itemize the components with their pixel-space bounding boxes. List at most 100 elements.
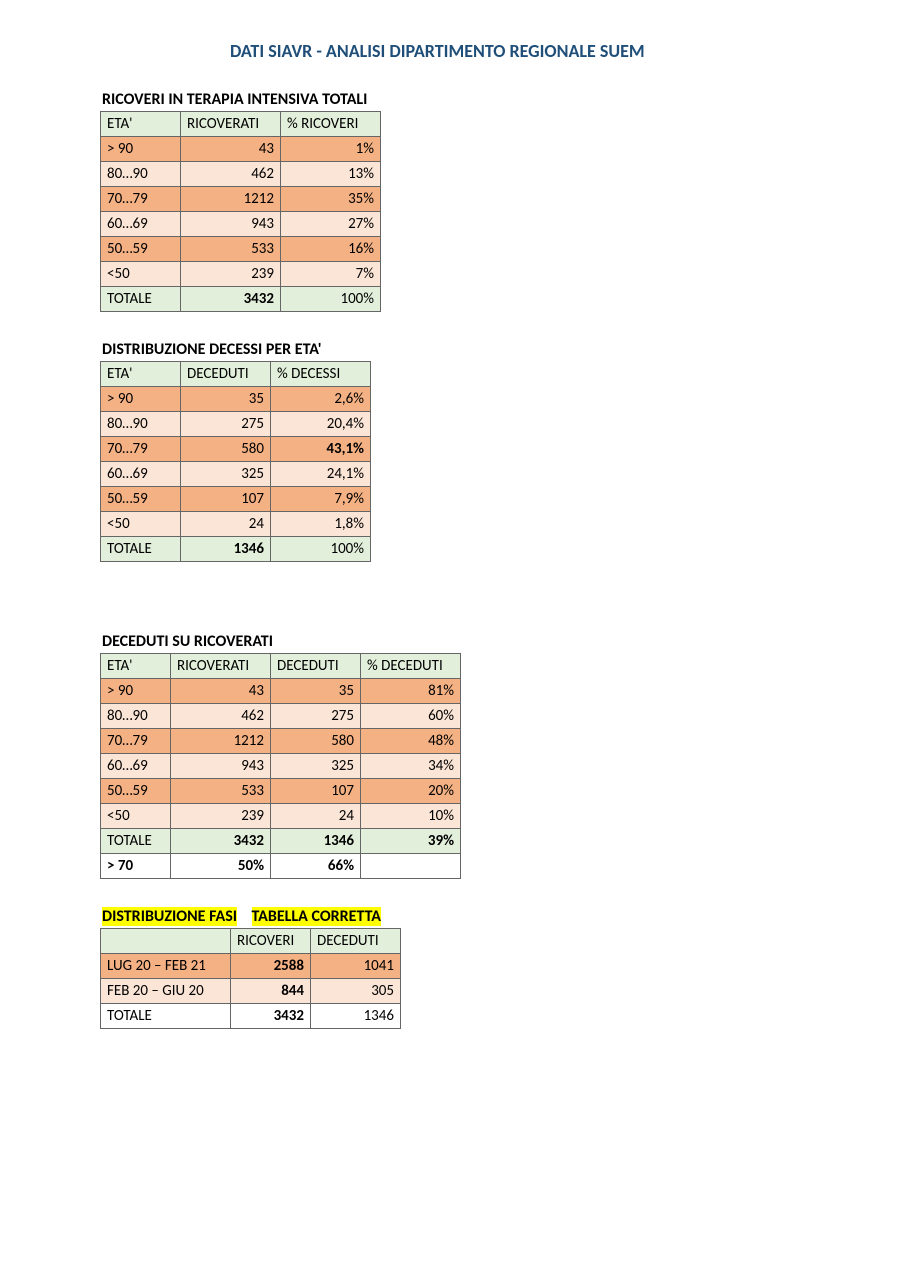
table1-total-cell: 3432 bbox=[181, 287, 281, 312]
table2-cell: 20,4% bbox=[271, 412, 371, 437]
table3-extra-cell bbox=[361, 854, 461, 879]
table3-cell: 24 bbox=[271, 804, 361, 829]
table2-header-cell: % DECESSI bbox=[271, 362, 371, 387]
table3-cell: 943 bbox=[171, 754, 271, 779]
table2-header-cell: DECEDUTI bbox=[181, 362, 271, 387]
table3-cell: 80…90 bbox=[101, 704, 171, 729]
table2-cell: > 90 bbox=[101, 387, 181, 412]
table3-cell: 107 bbox=[271, 779, 361, 804]
table3-cell: 70…79 bbox=[101, 729, 171, 754]
table1-cell: 239 bbox=[181, 262, 281, 287]
table1-cell: 35% bbox=[281, 187, 381, 212]
table1-header-cell: RICOVERATI bbox=[181, 112, 281, 137]
table3-cell: > 90 bbox=[101, 679, 171, 704]
table2-total-cell: 100% bbox=[271, 537, 371, 562]
table1-total-label: TOTALE bbox=[101, 287, 181, 312]
table4-cell: LUG 20 – FEB 21 bbox=[101, 954, 231, 979]
table4-title-part1: DISTRIBUZIONE FASI bbox=[102, 907, 237, 926]
table2-cell: 35 bbox=[181, 387, 271, 412]
table3-title: DECEDUTI SU RICOVERATI bbox=[102, 632, 905, 651]
table3-cell: 60…69 bbox=[101, 754, 171, 779]
table3-cell: 275 bbox=[271, 704, 361, 729]
table3-extra-cell: 66% bbox=[271, 854, 361, 879]
table3-cell: 81% bbox=[361, 679, 461, 704]
table4-cell: 305 bbox=[311, 979, 401, 1004]
table1-cell: 1212 bbox=[181, 187, 281, 212]
table4: RICOVERIDECEDUTILUG 20 – FEB 2125881041F… bbox=[100, 928, 401, 1029]
table1-cell: 60…69 bbox=[101, 212, 181, 237]
table1-cell: 16% bbox=[281, 237, 381, 262]
table2-cell: <50 bbox=[101, 512, 181, 537]
table1-cell: 943 bbox=[181, 212, 281, 237]
table3-extra-cell: 50% bbox=[171, 854, 271, 879]
table1-cell: 1% bbox=[281, 137, 381, 162]
table3-cell: 60% bbox=[361, 704, 461, 729]
table3-total-label: TOTALE bbox=[101, 829, 171, 854]
table3: ETA'RICOVERATIDECEDUTI% DECEDUTI> 904335… bbox=[100, 653, 461, 879]
page-title: DATI SIAVR - ANALISI DIPARTIMENTO REGION… bbox=[230, 40, 905, 62]
table2-cell: 43,1% bbox=[271, 437, 371, 462]
table3-total-cell: 1346 bbox=[271, 829, 361, 854]
table1-cell: 7% bbox=[281, 262, 381, 287]
table2-cell: 24 bbox=[181, 512, 271, 537]
table2-header-cell: ETA' bbox=[101, 362, 181, 387]
table2-total-label: TOTALE bbox=[101, 537, 181, 562]
table2-cell: 24,1% bbox=[271, 462, 371, 487]
table2-cell: 1,8% bbox=[271, 512, 371, 537]
table4-title-gap bbox=[237, 907, 251, 926]
table2-cell: 7,9% bbox=[271, 487, 371, 512]
table1-total-cell: 100% bbox=[281, 287, 381, 312]
table1: ETA'RICOVERATI% RICOVERI> 90431%80…90462… bbox=[100, 111, 381, 312]
table1-cell: <50 bbox=[101, 262, 181, 287]
table2-cell: 60…69 bbox=[101, 462, 181, 487]
table3-cell: 580 bbox=[271, 729, 361, 754]
table3-total-cell: 3432 bbox=[171, 829, 271, 854]
table4-header-cell bbox=[101, 929, 231, 954]
table3-cell: 50…59 bbox=[101, 779, 171, 804]
table1-title: RICOVERI IN TERAPIA INTENSIVA TOTALI bbox=[102, 90, 905, 109]
table1-cell: 462 bbox=[181, 162, 281, 187]
table3-cell: <50 bbox=[101, 804, 171, 829]
table3-extra-label: > 70 bbox=[101, 854, 171, 879]
table4-total-cell: 3432 bbox=[231, 1004, 311, 1029]
table1-cell: 27% bbox=[281, 212, 381, 237]
table1-header-cell: % RICOVERI bbox=[281, 112, 381, 137]
table3-cell: 462 bbox=[171, 704, 271, 729]
table2-cell: 50…59 bbox=[101, 487, 181, 512]
table2-cell: 80…90 bbox=[101, 412, 181, 437]
table2: ETA'DECEDUTI% DECESSI> 90352,6%80…902752… bbox=[100, 361, 371, 562]
table1-cell: 70…79 bbox=[101, 187, 181, 212]
table4-cell: FEB 20 – GIU 20 bbox=[101, 979, 231, 1004]
table1-cell: 13% bbox=[281, 162, 381, 187]
table1-header-cell: ETA' bbox=[101, 112, 181, 137]
table1-cell: 50…59 bbox=[101, 237, 181, 262]
table3-cell: 533 bbox=[171, 779, 271, 804]
table3-cell: 34% bbox=[361, 754, 461, 779]
table3-header-cell: % DECEDUTI bbox=[361, 654, 461, 679]
table4-header-cell: RICOVERI bbox=[231, 929, 311, 954]
table3-cell: 1212 bbox=[171, 729, 271, 754]
table2-cell: 2,6% bbox=[271, 387, 371, 412]
table4-cell: 844 bbox=[231, 979, 311, 1004]
table3-cell: 20% bbox=[361, 779, 461, 804]
table3-cell: 239 bbox=[171, 804, 271, 829]
table2-title: DISTRIBUZIONE DECESSI PER ETA' bbox=[102, 340, 905, 359]
table3-cell: 43 bbox=[171, 679, 271, 704]
table2-total-cell: 1346 bbox=[181, 537, 271, 562]
table3-header-cell: DECEDUTI bbox=[271, 654, 361, 679]
table3-cell: 35 bbox=[271, 679, 361, 704]
table4-cell: 1041 bbox=[311, 954, 401, 979]
table3-cell: 48% bbox=[361, 729, 461, 754]
table2-cell: 275 bbox=[181, 412, 271, 437]
table4-header-cell: DECEDUTI bbox=[311, 929, 401, 954]
table3-header-cell: RICOVERATI bbox=[171, 654, 271, 679]
table2-cell: 107 bbox=[181, 487, 271, 512]
table1-cell: 533 bbox=[181, 237, 281, 262]
table3-cell: 10% bbox=[361, 804, 461, 829]
table2-cell: 70…79 bbox=[101, 437, 181, 462]
table4-title: DISTRIBUZIONE FASI TABELLA CORRETTA bbox=[102, 907, 905, 926]
table4-total-label: TOTALE bbox=[101, 1004, 231, 1029]
table4-title-part2: TABELLA CORRETTA bbox=[252, 907, 381, 926]
table1-cell: 43 bbox=[181, 137, 281, 162]
table4-total-cell: 1346 bbox=[311, 1004, 401, 1029]
